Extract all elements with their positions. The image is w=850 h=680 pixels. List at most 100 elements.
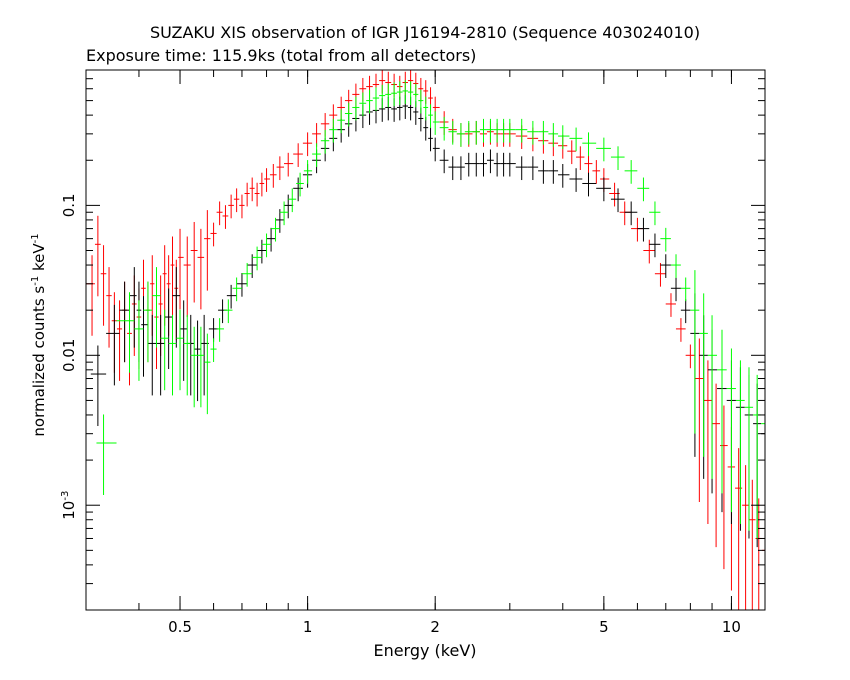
y-tick-label-base: 0.1	[60, 193, 78, 217]
series-2	[96, 80, 766, 548]
data-point	[742, 465, 749, 610]
data-point	[439, 116, 449, 141]
data-point	[247, 254, 258, 278]
data-point	[179, 300, 188, 381]
data-point	[204, 333, 211, 415]
data-point	[654, 262, 666, 287]
data-point	[168, 314, 177, 396]
data-point	[423, 96, 429, 121]
data-point	[631, 217, 644, 242]
data-point	[548, 160, 559, 184]
data-point	[493, 152, 501, 177]
x-tick-label: 5	[599, 618, 609, 636]
data-point	[720, 405, 728, 570]
data-point	[210, 222, 217, 247]
data-point	[610, 188, 625, 213]
y-axis: 10-3 0.01 0.1	[60, 69, 765, 611]
data-point	[569, 168, 583, 192]
y-axis-label-sup2: -1	[30, 233, 41, 243]
data-point	[183, 314, 191, 396]
data-point	[303, 160, 313, 184]
data-point	[197, 228, 205, 310]
data-point	[680, 277, 691, 302]
data-point	[624, 201, 638, 226]
data-point	[352, 96, 360, 121]
data-point	[596, 177, 611, 202]
data-point	[257, 239, 267, 264]
data-point	[156, 314, 165, 396]
data-point	[569, 127, 583, 152]
data-point	[176, 309, 184, 391]
data-point	[610, 146, 625, 171]
data-point	[385, 83, 392, 108]
data-point	[643, 239, 655, 264]
data-point	[266, 227, 276, 252]
x-tick-label: 0.5	[168, 618, 192, 636]
data-point	[269, 164, 277, 188]
y-axis-label: normalized counts s-1 keV-1	[30, 233, 48, 436]
data-point	[222, 205, 229, 229]
data-point	[244, 182, 250, 207]
data-point	[428, 127, 433, 152]
data-point	[160, 309, 169, 391]
data-point	[761, 383, 766, 548]
data-point	[665, 293, 676, 317]
data-point	[152, 267, 161, 348]
data-point	[288, 188, 297, 213]
data-point	[413, 83, 419, 108]
data-point	[337, 109, 345, 134]
data-point	[372, 87, 380, 111]
data-point	[670, 254, 681, 278]
x-tick-label: 10	[722, 618, 741, 636]
data-point	[216, 201, 223, 226]
data-point	[344, 102, 353, 127]
data-point	[320, 129, 330, 154]
data-point	[143, 281, 153, 363]
data-point	[690, 270, 700, 434]
data-point	[584, 152, 593, 177]
data-point	[254, 182, 260, 207]
data-point	[194, 320, 201, 402]
series-1	[90, 95, 766, 558]
data-point	[472, 152, 480, 177]
data-point	[423, 116, 429, 141]
y-axis-label-mid: keV	[30, 243, 48, 276]
data-point	[592, 160, 601, 184]
data-point	[204, 210, 211, 291]
data-point	[271, 217, 280, 242]
data-point	[703, 360, 713, 524]
data-point	[293, 143, 303, 167]
data-point	[252, 246, 262, 271]
data-point	[293, 177, 303, 202]
data-point	[402, 80, 408, 104]
y-axis-label-sup1: -1	[30, 276, 41, 286]
data-point	[479, 152, 487, 177]
data-point	[190, 326, 198, 408]
data-point	[493, 118, 501, 143]
data-point	[226, 284, 237, 309]
data-point	[464, 120, 473, 145]
data-point	[223, 299, 233, 324]
data-point	[582, 172, 597, 197]
data-point	[232, 277, 242, 302]
x-tick-label: 2	[430, 618, 440, 636]
data-point	[284, 152, 294, 177]
x-tick-label: 1	[303, 618, 313, 636]
y-tick-label: 0.01	[60, 339, 78, 372]
data-point	[439, 149, 449, 174]
data-point	[761, 393, 766, 558]
data-point	[486, 149, 494, 174]
data-point	[379, 84, 386, 109]
data-point	[119, 281, 130, 363]
data-point	[624, 160, 638, 184]
data-point	[183, 236, 191, 318]
y-axis-label-main: normalized counts s	[30, 286, 48, 437]
x-axis: 0.5 1 2 5 10	[85, 70, 741, 636]
data-point	[582, 132, 597, 157]
data-point	[264, 168, 270, 192]
data-point	[116, 292, 135, 373]
data-point	[302, 132, 313, 157]
data-point	[506, 123, 516, 147]
data-point	[744, 367, 754, 531]
